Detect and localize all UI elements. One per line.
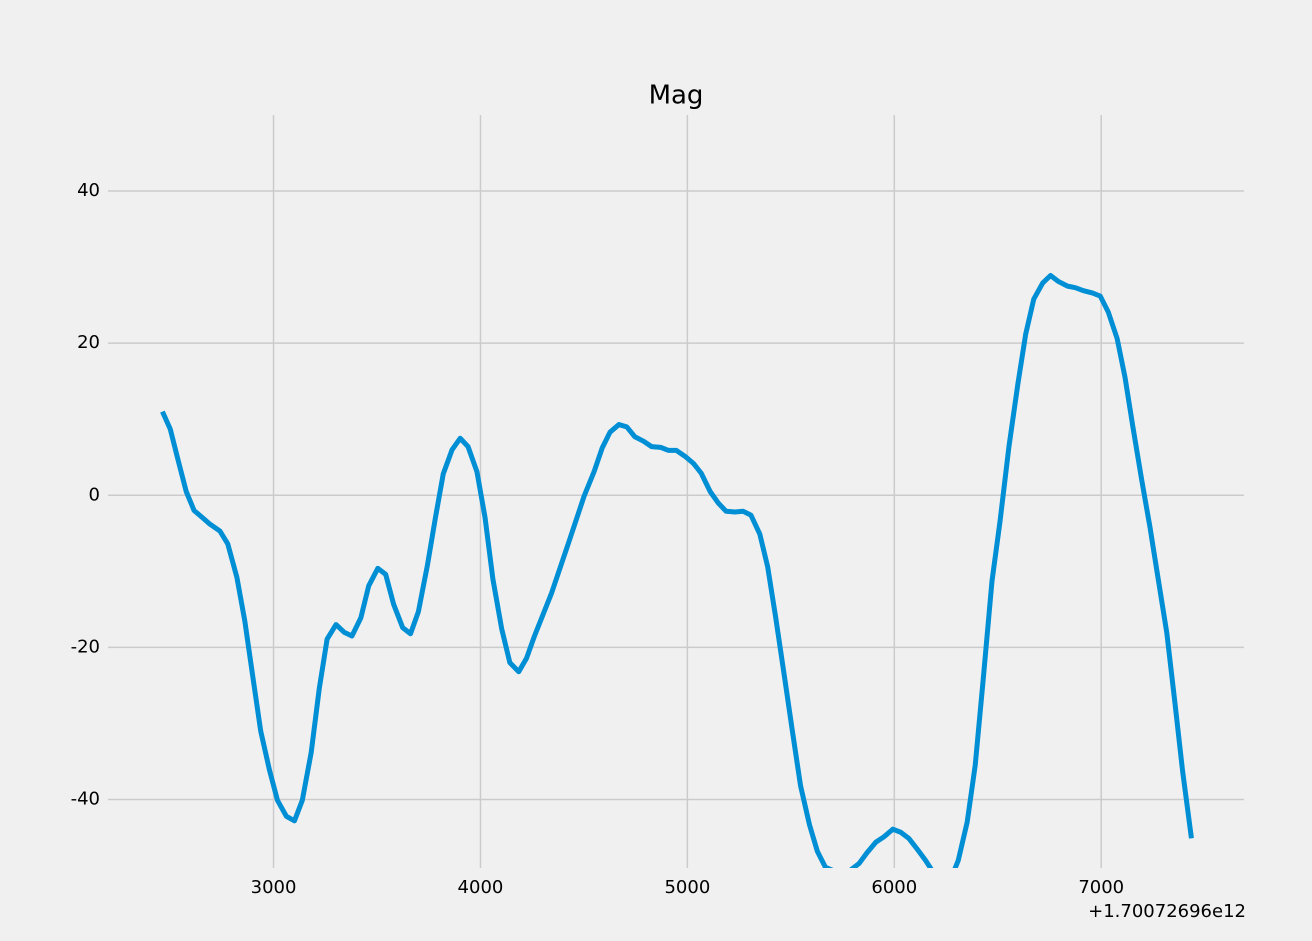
- chart-title: Mag: [649, 81, 704, 111]
- x-tick-label: 6000: [871, 877, 917, 898]
- y-tick-label: 0: [89, 484, 100, 505]
- x-offset-label: +1.70072696e12: [1088, 901, 1246, 922]
- x-tick-label: 7000: [1078, 877, 1124, 898]
- y-tick-label: 20: [77, 332, 100, 353]
- y-tick-label: -40: [71, 789, 100, 810]
- line-series: [160, 272, 1194, 868]
- x-tick-label: 5000: [664, 877, 710, 898]
- plot-area: [160, 272, 1194, 868]
- x-tick-label: 3000: [251, 877, 297, 898]
- y-tick-label: -20: [71, 636, 100, 657]
- x-tick-label: 4000: [458, 877, 504, 898]
- y-tick-label: 40: [77, 180, 100, 201]
- grid: [108, 115, 1244, 868]
